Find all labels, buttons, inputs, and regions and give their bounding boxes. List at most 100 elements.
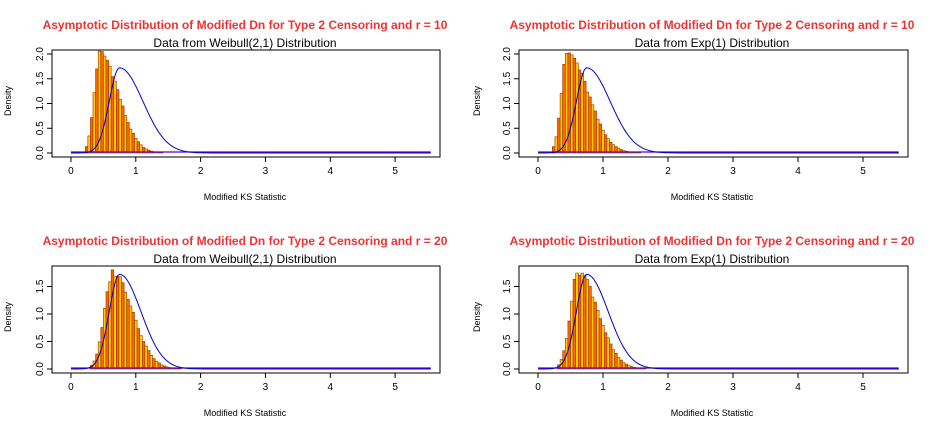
panel-3-histogram-bar (147, 350, 151, 370)
panel-1-y-tick-label: 0.0 (35, 146, 46, 160)
panel-3-y-tick-label: 1.0 (35, 307, 46, 321)
panel-3-histogram-bar (136, 328, 140, 370)
panel-1-density-curve (71, 67, 431, 154)
panel-3-histogram-bar (113, 275, 117, 370)
panel-4-histogram-bar (588, 286, 592, 370)
panel-4-title: Asymptotic Distribution of Modified Dn f… (510, 234, 915, 248)
panel-2-histogram-bar (601, 129, 605, 154)
panel-1-histogram-bar (95, 68, 99, 154)
panel-1-histogram-bar (126, 122, 130, 154)
panel-3-density-curve (71, 273, 431, 370)
panel-4-x-tick-label: 1 (600, 382, 606, 393)
panel-4-y-tick-label: 0.0 (502, 362, 513, 376)
panel-4-y-tick-label: 1.0 (502, 307, 513, 321)
panel-2-y-tick-label: 0.5 (502, 121, 513, 135)
panel-3-histogram-bar (129, 305, 133, 370)
panel-3: Asymptotic Distribution of Modified Dn f… (3, 234, 448, 418)
panel-2-x-tick-label: 0 (535, 166, 541, 177)
panel-4-y-tick-label: 1.5 (502, 279, 513, 293)
panel-3-histogram-bar (126, 299, 130, 370)
panel-3-subtitle: Data from Weibull(2,1) Distribution (153, 252, 336, 266)
panel-4-x-tick-label: 0 (535, 382, 541, 393)
panel-3-plot-frame (51, 265, 441, 374)
panel-2-y-tick-label: 2.0 (502, 47, 513, 61)
panel-4-histogram-bar (596, 310, 600, 370)
panel-1-histogram-bar (121, 105, 125, 154)
panel-1-y-tick-label: 1.5 (35, 71, 46, 85)
panel-2-x-tick-label: 2 (665, 166, 671, 177)
panel-2-histogram-bar (596, 118, 600, 154)
panel-3-y-tick-label: 0.5 (35, 334, 46, 348)
panel-3-y-tick-label: 1.5 (35, 279, 46, 293)
panel-1-x-tick-label: 5 (392, 166, 398, 177)
panel-2-histogram-bar (567, 52, 571, 154)
panel-2: Asymptotic Distribution of Modified Dn f… (472, 18, 915, 202)
panel-1: Asymptotic Distribution of Modified Dn f… (3, 18, 448, 202)
panel-4-x-tick-label: 4 (795, 382, 801, 393)
panel-4-ylabel: Density (472, 301, 482, 332)
panel-1-histogram-bar (92, 92, 96, 154)
panel-3-histogram-bar (141, 341, 146, 370)
panel-1-histogram-bar (103, 55, 107, 154)
panel-4-histogram-bar (609, 343, 613, 370)
panel-3-histogram-bar (123, 291, 128, 370)
panel-3-x-tick-label: 2 (198, 382, 204, 393)
panel-4-xlabel: Modified KS Statistic (671, 408, 754, 418)
panel-2-x-tick-label: 3 (730, 166, 736, 177)
panel-1-x-tick-label: 2 (198, 166, 204, 177)
panel-2-histogram-bar (593, 110, 597, 154)
panel-2-histogram-bar (557, 117, 561, 154)
panel-2-histogram-bar (580, 72, 584, 154)
panel-3-xlabel: Modified KS Statistic (204, 408, 287, 418)
panel-2-histogram-bar (609, 141, 613, 154)
panel-4-histogram-bar (601, 324, 605, 370)
panel-1-xlabel: Modified KS Statistic (204, 192, 287, 202)
panel-4: Asymptotic Distribution of Modified Dn f… (472, 234, 915, 418)
panel-4-histogram-bar (614, 353, 618, 370)
panel-2-histogram-bar (583, 80, 587, 154)
panel-1-x-tick-label: 3 (263, 166, 269, 177)
panel-2-y-tick-label: 1.5 (502, 71, 513, 85)
panel-4-histogram-bar (575, 272, 579, 370)
panel-3-x-tick-label: 3 (263, 382, 269, 393)
panel-4-y-tick-label: 0.5 (502, 334, 513, 348)
panel-2-histogram-bar (570, 54, 574, 154)
panel-2-histogram-bar (575, 62, 579, 154)
panel-2-x-tick-label: 5 (860, 166, 866, 177)
panel-2-histogram-bar (554, 136, 558, 154)
panel-1-x-tick-label: 1 (133, 166, 139, 177)
panel-2-histogram-bar (559, 92, 563, 154)
panel-3-histogram-bar (110, 269, 115, 370)
panel-1-histogram-bar (87, 135, 91, 154)
panel-3-x-tick-label: 5 (392, 382, 398, 393)
panel-1-histogram-bar (134, 137, 138, 154)
panel-4-histogram-bar (611, 349, 615, 370)
panel-4-x-tick-label: 2 (665, 382, 671, 393)
panel-4-histogram-bar (590, 296, 595, 370)
panel-2-x-tick-label: 1 (600, 166, 606, 177)
panel-1-histogram-bar (131, 132, 135, 154)
panel-2-subtitle: Data from Exp(1) Distribution (635, 36, 790, 50)
panel-1-histogram-bar (108, 65, 112, 154)
panel-2-histogram-bar (588, 96, 592, 154)
panel-3-histogram-bar (118, 276, 122, 370)
panel-2-ylabel: Density (472, 85, 482, 116)
panel-1-histogram-bar (90, 117, 94, 154)
panel-3-histogram-bar (105, 291, 109, 370)
panel-1-histogram-bar (129, 128, 133, 154)
panel-4-density-curve (538, 273, 899, 370)
panel-2-histogram-bar (603, 134, 608, 154)
panel-2-xlabel: Modified KS Statistic (671, 192, 754, 202)
panel-3-histogram-bar (134, 319, 138, 370)
panel-2-x-tick-label: 4 (795, 166, 801, 177)
panel-1-y-tick-label: 0.5 (35, 121, 46, 135)
panel-3-x-tick-label: 1 (133, 382, 139, 393)
panel-1-histogram-bar (123, 115, 128, 154)
panel-1-histogram-bar (116, 89, 120, 154)
panel-1-ylabel: Density (3, 85, 13, 116)
panel-3-histogram-bar (149, 355, 153, 370)
panel-2-density-curve (538, 67, 899, 154)
panel-1-subtitle: Data from Weibull(2,1) Distribution (153, 36, 336, 50)
panel-1-y-tick-label: 2.0 (35, 47, 46, 61)
